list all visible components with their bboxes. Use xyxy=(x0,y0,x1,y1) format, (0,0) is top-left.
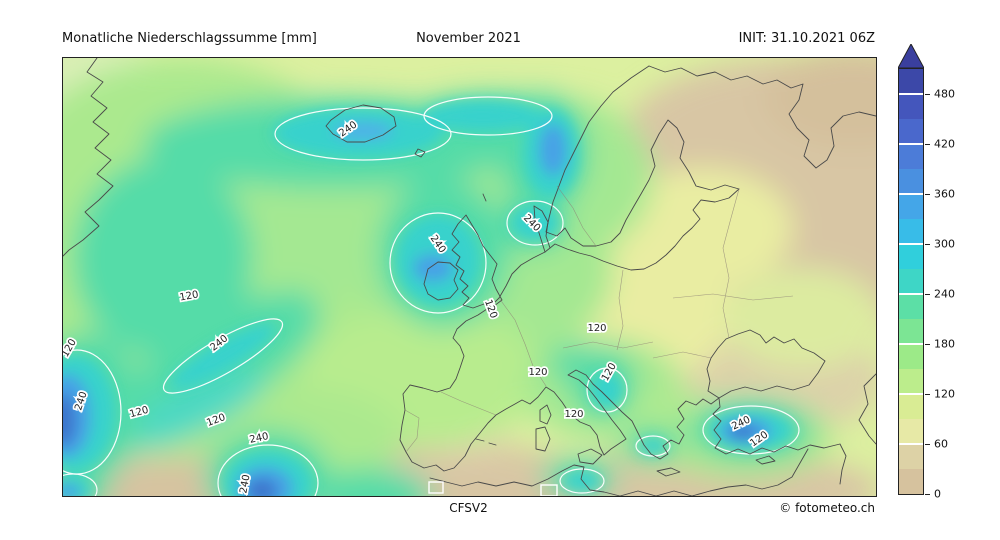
contour-label: 120 xyxy=(587,323,606,334)
colorbar-tick-line xyxy=(899,443,923,445)
colorbar-segment xyxy=(899,169,923,194)
colorbar: 480 420 360 300 240 180 120 60 0 xyxy=(898,44,988,501)
colorbar-tick-line xyxy=(899,143,923,145)
colorbar-segment xyxy=(899,244,923,269)
colorbar-tick-label: 240 xyxy=(934,287,955,301)
colorbar-tick-mark xyxy=(925,494,930,495)
colorbar-segment xyxy=(899,419,923,444)
colorbar-tick-mark xyxy=(925,194,930,195)
contour-label: 240 xyxy=(238,474,252,495)
colorbar-tick-mark xyxy=(925,294,930,295)
colorbar-segment xyxy=(899,319,923,344)
model-label: CFSV2 xyxy=(449,501,488,515)
colorbar-tick-line xyxy=(899,393,923,395)
forecast-month-label: November 2021 xyxy=(416,31,521,46)
colorbar-tick-line xyxy=(899,193,923,195)
contour-label: 120 xyxy=(528,367,547,378)
colorbar-segment xyxy=(899,269,923,294)
country-borders xyxy=(404,185,794,453)
colorbar-tick-label: 60 xyxy=(934,437,948,451)
colorbar-segment xyxy=(899,294,923,319)
colorbar-tick-label: 420 xyxy=(934,137,955,151)
colorbar-tick-line xyxy=(899,243,923,245)
colorbar-tick-label: 300 xyxy=(934,237,955,251)
colorbar-tick-mark xyxy=(925,444,930,445)
coastlines xyxy=(63,58,876,496)
colorbar-segment xyxy=(899,444,923,469)
colorbar-segment xyxy=(899,144,923,169)
colorbar-tick-label: 0 xyxy=(934,487,941,501)
colorbar-tick-mark xyxy=(925,394,930,395)
colorbar-segment xyxy=(899,344,923,369)
colorbar-tick-label: 180 xyxy=(934,337,955,351)
colorbar-tick-mark xyxy=(925,94,930,95)
colorbar-segment xyxy=(899,119,923,144)
init-time-label: INIT: 31.10.2021 06Z xyxy=(738,31,875,46)
colorbar-tick-line xyxy=(899,293,923,295)
colorbar-tick-label: 120 xyxy=(934,387,955,401)
colorbar-overflow-arrow xyxy=(898,44,924,68)
colorbar-segment xyxy=(899,394,923,419)
precipitation-map: 240 120 240 120 240 120 120 240 240 240 120 240 120 1… xyxy=(62,57,877,497)
colorbar-segment xyxy=(899,469,923,494)
precipitation-cores xyxy=(63,100,793,496)
grid-boxes xyxy=(428,481,558,496)
colorbar-tick-mark xyxy=(925,244,930,245)
colorbar-tick-label: 360 xyxy=(934,187,955,201)
contour-label: 120 xyxy=(564,409,583,420)
colorbar-segment xyxy=(899,94,923,119)
colorbar-scale: 480 420 360 300 240 180 120 60 0 xyxy=(898,68,988,501)
colorbar-segment xyxy=(899,69,923,94)
contour-label: 120 xyxy=(179,289,200,303)
page-title: Monatliche Niederschlagssumme [mm] xyxy=(62,31,317,46)
colorbar-tick-line xyxy=(899,93,923,95)
colorbar-bar xyxy=(898,68,924,495)
colorbar-tick-mark xyxy=(925,144,930,145)
colorbar-segment xyxy=(899,194,923,219)
colorbar-tick-label: 480 xyxy=(934,87,955,101)
colorbar-tick-line xyxy=(899,343,923,345)
colorbar-segment xyxy=(899,369,923,394)
colorbar-tick-mark xyxy=(925,344,930,345)
copyright-label: © fotometeo.ch xyxy=(779,501,875,515)
colorbar-segment xyxy=(899,219,923,244)
